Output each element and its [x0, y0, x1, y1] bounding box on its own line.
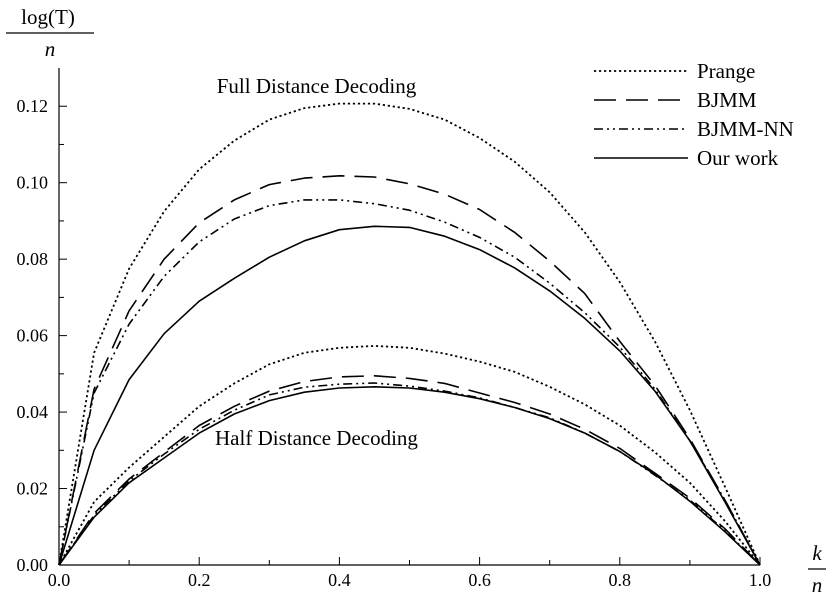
y-tick-label: 0.08 — [17, 249, 49, 269]
series-line-half-bjmm — [58, 375, 761, 566]
annotations: Full Distance Decoding Half Distance Deco… — [215, 74, 418, 450]
annotation-label: Full Distance Decoding — [217, 74, 417, 98]
series-lines — [58, 102, 761, 566]
y-tick-label: 0.12 — [17, 96, 49, 116]
legend-label: Our work — [697, 146, 779, 170]
series-line-half-our-work — [58, 386, 761, 566]
legend-label: Prange — [697, 59, 755, 83]
series-line-full-bjmm-nn — [58, 199, 761, 566]
y-axis-label-denominator: n — [45, 37, 56, 61]
axis-labels: log(T)nkn — [6, 5, 826, 597]
x-axis-label-numerator: k — [812, 541, 822, 565]
y-axis-label-numerator: log(T) — [21, 5, 75, 29]
series-line-full-bjmm — [58, 175, 761, 566]
axes — [58, 68, 760, 566]
series-line-full-prange — [58, 102, 761, 566]
ticks: 0.0 0.2 0.4 0.6 0.8 1.0 0.00 0.02 0.04 0.06 0.08 0.… — [17, 96, 772, 590]
y-tick-label: 0.02 — [17, 479, 49, 499]
annotation-label: Half Distance Decoding — [215, 426, 418, 450]
x-axis-label-denominator: n — [812, 573, 823, 597]
x-tick-label: 0.4 — [328, 570, 351, 590]
x-tick-label: 0.0 — [48, 570, 71, 590]
x-tick-label: 0.6 — [468, 570, 491, 590]
x-tick-label: 0.2 — [188, 570, 211, 590]
x-tick-label: 1.0 — [749, 570, 772, 590]
y-tick-label: 0.00 — [17, 555, 49, 575]
legend: Prange BJMM BJMM-NN Our work — [594, 59, 794, 170]
y-tick-label: 0.10 — [17, 173, 49, 193]
series-line-full-our-work — [58, 225, 761, 566]
y-tick-label: 0.06 — [17, 326, 49, 346]
legend-label: BJMM-NN — [697, 117, 794, 141]
legend-label: BJMM — [697, 88, 757, 112]
y-tick-label: 0.04 — [17, 402, 49, 422]
x-tick-label: 0.8 — [609, 570, 632, 590]
